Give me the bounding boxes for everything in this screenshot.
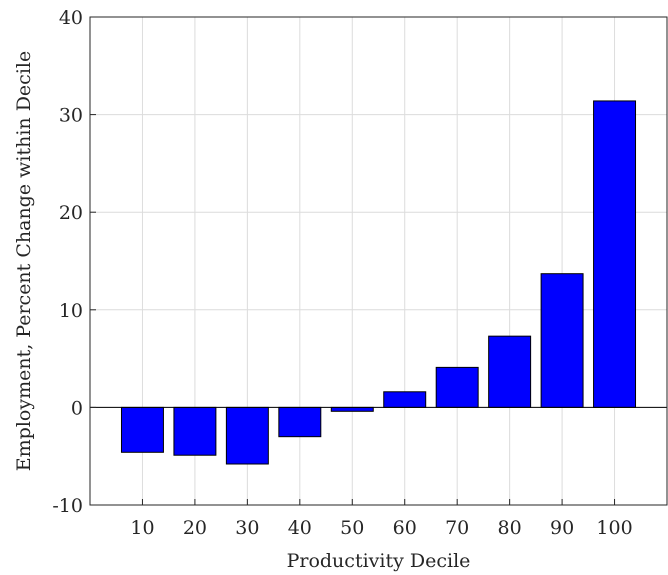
bar-30 [225, 406, 269, 465]
y-tick-label: 30 [59, 105, 83, 127]
bar-80 [488, 335, 532, 408]
bar-50 [330, 406, 374, 412]
bars [120, 100, 637, 465]
bar-100 [593, 100, 637, 408]
y-axis-label: Employment, Percent Change within Decile [13, 51, 35, 471]
x-tick-label: 20 [183, 517, 207, 539]
x-tick-label: 60 [393, 517, 417, 539]
x-axis-label: Productivity Decile [287, 550, 471, 572]
bar-10 [120, 406, 164, 453]
bar-20 [173, 406, 217, 456]
y-tick-labels: -10 0 10 20 30 40 [52, 7, 83, 517]
y-tick-label: 0 [71, 397, 83, 419]
y-tick-label: 10 [59, 300, 83, 322]
bar-40 [278, 406, 322, 438]
x-tick-label: 40 [288, 517, 312, 539]
x-tick-label: 50 [340, 517, 364, 539]
axes [89, 16, 668, 506]
x-tick-label: 90 [550, 517, 574, 539]
x-tick-label: 100 [596, 517, 632, 539]
x-tick-label: 30 [235, 517, 259, 539]
x-tick-label: 10 [130, 517, 154, 539]
bar-90 [540, 273, 584, 408]
y-tick-label: 40 [59, 7, 83, 29]
bar-70 [435, 366, 479, 408]
x-tick-label: 70 [445, 517, 469, 539]
bar-60 [383, 391, 427, 408]
y-tick-label: -10 [52, 495, 83, 517]
plot-frame [89, 16, 668, 506]
x-tick-labels: 10 20 30 40 50 60 70 80 90 100 [130, 517, 632, 539]
y-tick-label: 20 [59, 202, 83, 224]
x-tick-label: 80 [498, 517, 522, 539]
